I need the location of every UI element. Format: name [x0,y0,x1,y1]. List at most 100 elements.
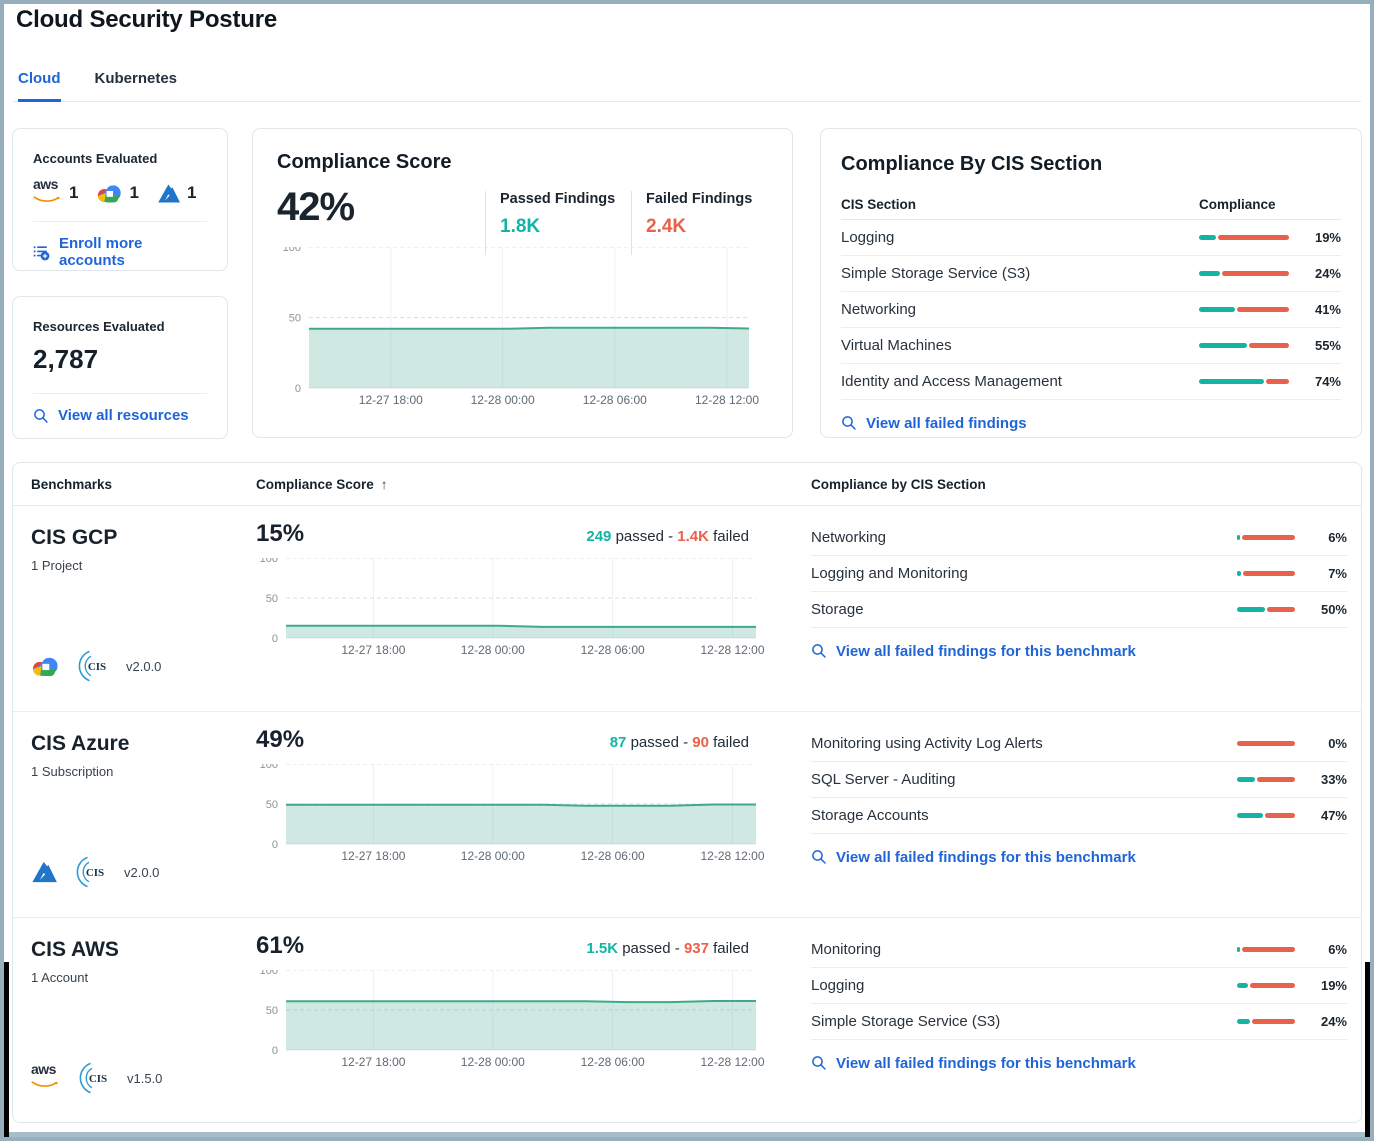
benchmark-scope: 1 Subscription [31,764,114,779]
cis-logo: CIS [75,648,111,684]
cis-row-pct: 24% [1320,1014,1347,1029]
passed-findings-label: Passed Findings [500,191,616,207]
view-benchmark-failed-findings-link[interactable]: View all failed findings for this benchm… [811,834,1347,880]
compliance-score-card: Compliance Score 42% Passed Findings 1.8… [252,128,793,438]
benchmark-version: v2.0.0 [124,864,160,880]
aws-count: 1 [69,183,79,202]
compliance-bar [1199,307,1289,312]
view-all-failed-findings-link[interactable]: View all failed findings [841,400,1341,446]
cis-row-pct: 7% [1328,566,1347,581]
passed-failed-summary: 1.5K passed - 937 failed [586,940,749,957]
compliance-bar [1237,741,1295,746]
cis-row-pct: 47% [1320,808,1347,823]
cis-row-label: Logging [841,229,895,246]
compliance-column-header: Compliance [1199,196,1276,212]
search-icon [841,415,857,431]
compliance-score-value: 42% [277,185,355,229]
benchmark-scope: 1 Project [31,558,83,573]
compliance-bar [1237,777,1295,782]
svg-text:0: 0 [272,1045,278,1057]
benchmark-row-cis-aws: CIS AWS 1 Account aws CIS v1.5.0 61% [13,918,1361,1123]
benchmark-scope: 1 Account [31,970,89,985]
passed-failed-summary: 87 passed - 90 failed [609,734,749,751]
cis-row-pct: 19% [1320,978,1347,993]
gcp-icon [96,182,123,205]
cis-row-pct: 33% [1320,772,1347,787]
search-icon [811,643,827,659]
cis-row-label: Identity and Access Management [841,373,1062,390]
accounts-evaluated-card: Accounts Evaluated aws 1 [12,128,228,271]
tab-bar: Cloud Kubernetes [18,70,177,102]
svg-text:100: 100 [260,558,278,565]
table-row: Storage Accounts 47% [811,798,1347,834]
compliance-bar [1199,235,1289,240]
svg-text:12-28 12:00: 12-28 12:00 [700,1055,764,1069]
azure-account-count: 1 [157,183,196,204]
passed-failed-summary: 249 passed - 1.4K failed [586,528,749,545]
benchmark-version: v2.0.0 [126,658,162,674]
svg-text:50: 50 [266,799,278,811]
cis-logo: CIS [76,1060,112,1096]
view-all-resources-link[interactable]: View all resources [33,407,207,424]
compliance-bar [1199,343,1289,348]
benchmark-trend-chart: 0 50 100 12-27 18:00 12-28 00:00 12-28 06:00 1… [252,965,766,1077]
svg-text:0: 0 [272,839,278,851]
svg-text:100: 100 [283,247,301,254]
azure-count: 1 [186,183,197,202]
compliance-bar [1237,813,1295,818]
azure-icon [31,860,58,884]
svg-text:12-28 00:00: 12-28 00:00 [461,849,525,863]
view-benchmark-findings-label: View all failed findings for this benchm… [836,848,1136,866]
failed-findings-label: Failed Findings [646,191,753,207]
window-bottom-band [0,1132,1374,1141]
cis-logo: CIS [73,854,109,890]
table-row: Logging 19% [841,220,1341,256]
table-row: Logging 19% [811,968,1347,1004]
cis-row-pct: 0% [1328,736,1347,751]
compliance-bar [1237,983,1295,988]
compliance-score-column-header[interactable]: Compliance Score ↑ [256,476,388,492]
cis-row-label: Logging [811,977,865,994]
svg-text:50: 50 [266,1005,278,1017]
aws-account-count: aws 1 [33,177,79,208]
passed-findings-block: Passed Findings 1.8K [485,191,615,255]
table-row: Networking 6% [811,520,1347,556]
view-benchmark-failed-findings-link[interactable]: View all failed findings for this benchm… [811,628,1347,674]
sort-ascending-icon: ↑ [380,476,388,492]
cis-row-label: SQL Server - Auditing [811,771,956,788]
svg-text:12-27 18:00: 12-27 18:00 [341,1055,405,1069]
tab-cloud[interactable]: Cloud [18,70,61,102]
svg-text:12-28 06:00: 12-28 06:00 [581,849,645,863]
compliance-bar [1237,1019,1295,1024]
benchmark-version: v1.5.0 [127,1070,163,1086]
benchmarks-column-header: Benchmarks [31,476,113,492]
svg-text:12-28 06:00: 12-28 06:00 [581,643,645,657]
cis-row-label: Logging and Monitoring [811,565,968,582]
svg-text:12-28 12:00: 12-28 12:00 [700,849,764,863]
view-resources-label: View all resources [58,407,189,424]
benchmark-cis-sections: Monitoring 6% Logging 19% Simple Storage… [811,932,1347,1086]
cis-row-pct: 6% [1328,530,1347,545]
provider-counts: aws 1 [33,177,207,208]
compliance-bar [1237,535,1295,540]
tab-kubernetes[interactable]: Kubernetes [94,70,178,87]
svg-text:12-27 18:00: 12-27 18:00 [341,643,405,657]
cis-row-pct: 41% [1314,302,1341,317]
svg-text:12-28 06:00: 12-28 06:00 [583,393,647,407]
cis-row-label: Storage [811,601,864,618]
gcp-count: 1 [129,183,139,202]
svg-text:CIS: CIS [86,867,104,879]
accounts-evaluated-title: Accounts Evaluated [33,151,158,166]
cis-row-pct: 74% [1314,374,1341,389]
compliance-score-trend-chart: 0 50 100 12-27 18:00 12-28 00:00 12-28 06:00 1… [275,242,760,415]
svg-text:12-28 12:00: 12-28 12:00 [700,643,764,657]
compliance-bar [1237,947,1295,952]
cis-row-pct: 55% [1314,338,1341,353]
benchmark-name: CIS GCP [31,526,118,549]
enroll-more-accounts-link[interactable]: Enroll more accounts [33,235,207,269]
cis-row-label: Simple Storage Service (S3) [841,265,1031,282]
svg-text:12-28 00:00: 12-28 00:00 [461,1055,525,1069]
view-benchmark-failed-findings-link[interactable]: View all failed findings for this benchm… [811,1040,1347,1086]
cis-row-label: Virtual Machines [841,337,952,354]
